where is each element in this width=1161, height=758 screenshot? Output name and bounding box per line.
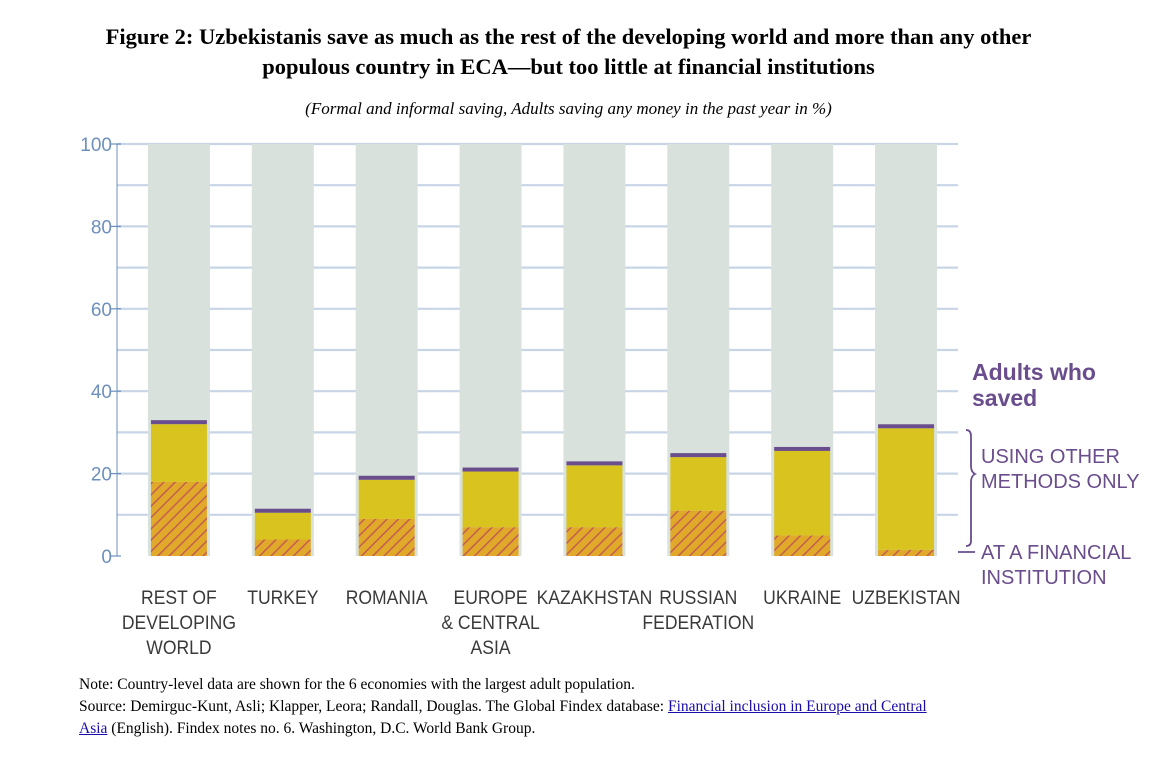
category-label: UKRAINE bbox=[763, 586, 841, 608]
bar-other-methods bbox=[878, 428, 935, 550]
bar-financial-institution bbox=[774, 535, 831, 556]
bar-total-cap bbox=[670, 453, 727, 458]
bar-total-cap bbox=[358, 475, 415, 480]
bar-financial-institution bbox=[878, 549, 935, 556]
bar-financial-institution bbox=[358, 518, 415, 556]
y-tick-label: 20 bbox=[91, 465, 112, 486]
bar-other-methods bbox=[254, 512, 311, 540]
y-axis: 0 20 40 60 80 100 bbox=[80, 135, 121, 568]
y-tick-label: 80 bbox=[91, 217, 112, 238]
source-text: Source: Demirguc-Kunt, Asli; Klapper, Le… bbox=[79, 696, 1079, 718]
chart-title: Figure 2: Uzbekistanis save as much as t… bbox=[0, 22, 1137, 82]
bar-total-cap bbox=[878, 424, 935, 429]
legend-label-financial: AT A FINANCIAL bbox=[981, 542, 1131, 564]
source-link-part2[interactable]: Asia bbox=[79, 720, 108, 737]
bar-other-methods bbox=[150, 424, 207, 482]
bar-financial-institution bbox=[254, 539, 311, 556]
category-label: RUSSIAN FEDERATION bbox=[642, 586, 754, 633]
bar-total-cap bbox=[462, 467, 519, 472]
category-label: UZBEKISTAN bbox=[852, 586, 961, 608]
category-label: TURKEY bbox=[247, 586, 318, 608]
note-text: Note: Country-level data are shown for t… bbox=[79, 676, 635, 693]
bar-financial-institution bbox=[566, 527, 623, 556]
legend-label-financial: INSTITUTION bbox=[981, 567, 1107, 589]
bar-financial-institution bbox=[150, 481, 207, 556]
legend-bracket bbox=[965, 429, 978, 547]
category-label: EUROPE & CENTRAL ASIA bbox=[441, 586, 539, 658]
background-column bbox=[251, 144, 314, 556]
y-tick-label: 0 bbox=[101, 547, 112, 568]
source-text-line2: Asia (English). Findex notes no. 6. Wash… bbox=[79, 718, 1079, 740]
stacked-bars bbox=[150, 420, 935, 556]
source-link-part1[interactable]: Financial inclusion in Europe and Centra… bbox=[667, 698, 927, 715]
chart-title-line2: populous country in ECA—but too little a… bbox=[262, 54, 875, 79]
source-suffix: (English). Findex notes no. 6. Washingto… bbox=[107, 720, 536, 737]
bar-chart: 0 20 40 60 80 100 REST OF DEVELOPING WORLD TURKE… bbox=[80, 135, 1140, 658]
legend-heading: saved bbox=[972, 385, 1037, 411]
chart-subtitle: (Formal and informal saving, Adults savi… bbox=[305, 99, 832, 118]
legend-label-other-methods: METHODS ONLY bbox=[981, 471, 1140, 493]
y-tick-label: 100 bbox=[80, 135, 112, 156]
bar-financial-institution bbox=[670, 510, 727, 556]
category-labels: REST OF DEVELOPING WORLD TURKEY ROMANIA EUROP… bbox=[122, 586, 961, 658]
bar-total-cap bbox=[566, 461, 623, 466]
bar-total-cap bbox=[774, 446, 831, 451]
category-label: ROMANIA bbox=[346, 586, 428, 608]
legend-heading: Adults who bbox=[972, 359, 1096, 385]
bar-other-methods bbox=[774, 450, 831, 536]
category-label: REST OF DEVELOPING WORLD bbox=[122, 586, 236, 658]
source-prefix: Source: Demirguc-Kunt, Asli; Klapper, Le… bbox=[79, 698, 668, 715]
category-label: KAZAKHSTAN bbox=[537, 586, 653, 608]
bar-other-methods bbox=[462, 471, 519, 528]
bar-other-methods bbox=[358, 479, 415, 519]
chart-notes: Note: Country-level data are shown for t… bbox=[79, 674, 1079, 740]
bar-other-methods bbox=[566, 465, 623, 528]
bar-financial-institution bbox=[462, 527, 519, 556]
y-tick-label: 40 bbox=[91, 382, 112, 403]
bar-total-cap bbox=[254, 508, 311, 513]
bar-total-cap bbox=[150, 420, 207, 425]
bar-other-methods bbox=[670, 457, 727, 511]
y-tick-label: 60 bbox=[91, 300, 112, 321]
chart-title-line1: Figure 2: Uzbekistanis save as much as t… bbox=[105, 24, 1032, 49]
legend-label-other-methods: USING OTHER bbox=[981, 446, 1120, 468]
